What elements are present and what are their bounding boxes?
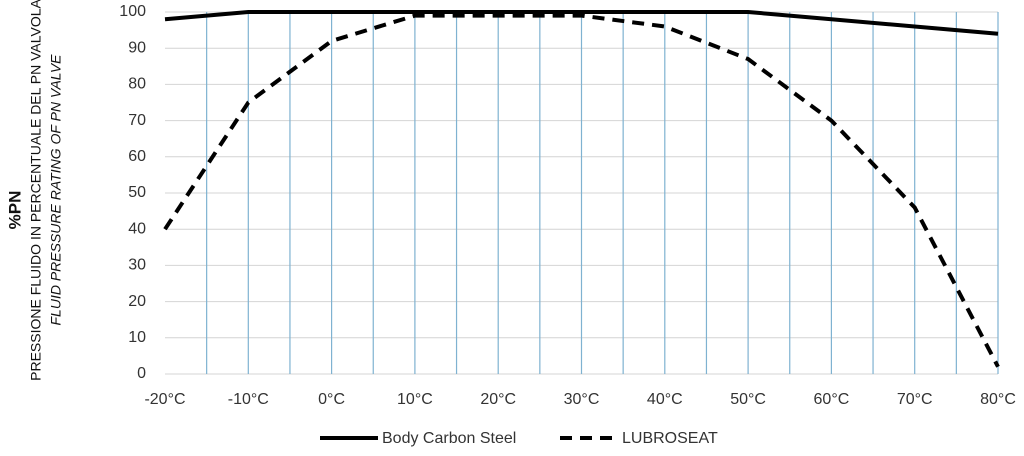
y-tick-label: 90 bbox=[128, 39, 146, 56]
x-tick-label: 50°C bbox=[730, 391, 766, 408]
x-tick-label: 40°C bbox=[647, 391, 683, 408]
x-tick-label: -10°C bbox=[228, 391, 269, 408]
y-tick-label: 60 bbox=[128, 148, 146, 165]
y-tick-label: 10 bbox=[128, 329, 146, 346]
x-tick-label: 20°C bbox=[480, 391, 516, 408]
legend-label: Body Carbon Steel bbox=[382, 430, 516, 447]
x-tick-label: 10°C bbox=[397, 391, 433, 408]
y-tick-label: 40 bbox=[128, 220, 146, 237]
y-tick-label: 20 bbox=[128, 293, 146, 310]
y-tick-label: 100 bbox=[119, 3, 146, 20]
x-tick-label: -20°C bbox=[144, 391, 185, 408]
x-tick-label: 30°C bbox=[564, 391, 600, 408]
y-tick-label: 0 bbox=[137, 365, 146, 382]
y-axis-label: FLUID PRESSURE RATING OF PN VALVE bbox=[48, 54, 64, 326]
y-axis-label: PRESSIONE FLUIDO IN PERCENTUALE DEL PN V… bbox=[28, 0, 44, 381]
x-tick-label: 70°C bbox=[897, 391, 933, 408]
series-line bbox=[164, 10, 999, 36]
y-tick-label: 30 bbox=[128, 257, 146, 274]
x-tick-label: 60°C bbox=[814, 391, 850, 408]
x-tick-label: 0°C bbox=[318, 391, 345, 408]
legend-label: LUBROSEAT bbox=[622, 430, 718, 447]
y-tick-label: 80 bbox=[128, 76, 146, 93]
x-tick-label: 80°C bbox=[980, 391, 1016, 408]
y-tick-label: 50 bbox=[128, 184, 146, 201]
y-axis-title: %PN bbox=[5, 191, 24, 230]
series-line bbox=[163, 13, 1000, 368]
y-tick-label: 70 bbox=[128, 112, 146, 129]
